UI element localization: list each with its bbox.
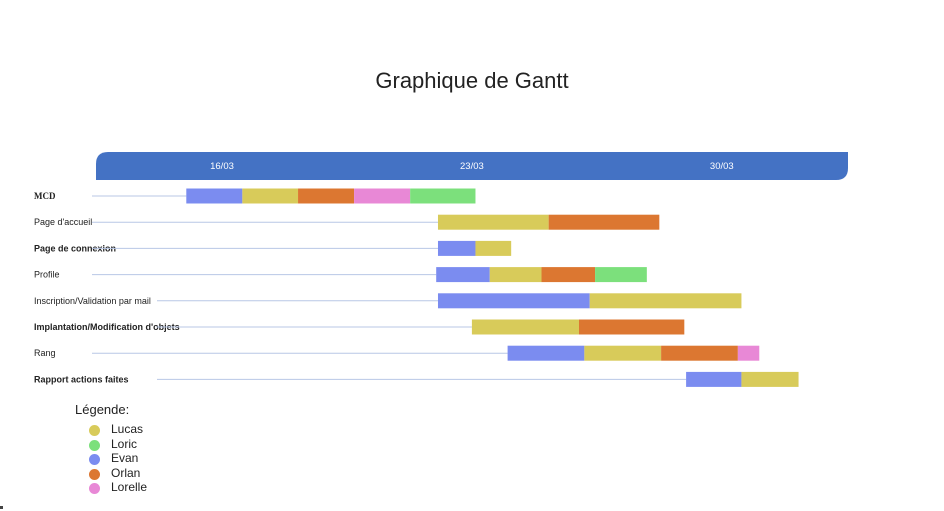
gantt-bar-segment [584,345,662,361]
gantt-bar-segment [471,319,579,335]
gantt-bar-segment [548,214,660,230]
corner-mark [0,506,3,509]
task-label: MCD [34,191,56,201]
task-row: MCD [34,188,476,204]
legend-item: Orlan [75,466,140,481]
gantt-bar-segment [242,188,299,204]
task-row: Rang [34,345,760,361]
legend-item: Lorelle [75,480,147,495]
task-rows: MCD Page d'accueil Page de connexion Profil… [34,188,799,387]
task-label: Page de connexion [34,243,116,253]
gantt-bar-segment [741,371,799,387]
gantt-bar-segment [489,267,542,283]
x-tick-label: 30/03 [710,161,734,172]
gantt-bar-segment [579,319,685,335]
legend: Légende: Lucas Loric Evan Orlan Lorelle [75,402,147,495]
gantt-bar-segment [437,240,476,256]
task-label: Inscription/Validation par mail [34,296,151,306]
legend-swatch [89,483,100,494]
legend-item: Evan [75,451,138,466]
task-row: Page d'accueil [34,214,660,230]
gantt-bar-segment [354,188,411,204]
legend-swatch [89,454,100,465]
task-row: Page de connexion [34,240,512,256]
gantt-bar-segment [595,267,647,283]
task-row: Profile [34,267,647,283]
chart-title: Graphique de Gantt [375,68,569,93]
legend-item: Loric [75,437,137,452]
gantt-bar-segment [186,188,243,204]
legend-label: Lucas [111,422,144,436]
task-row: Inscription/Validation par mail [34,293,742,309]
timeline-header: 16/03 23/03 30/03 [96,152,848,180]
legend-swatch [89,439,100,451]
gantt-bar-segment [437,293,590,309]
timeline-header-bar [96,152,848,180]
legend-label: Orlan [111,465,141,480]
gantt-bar-segment [686,371,742,387]
gantt-bar-segment [589,293,742,309]
legend-item: Lucas [75,422,143,437]
task-label: Rang [34,348,56,358]
gantt-bar-segment [436,267,490,283]
legend-label: Loric [111,436,138,451]
legend-label: Lorelle [111,480,148,494]
task-label: Profile [34,270,60,280]
gantt-bar-segment [410,188,476,204]
gantt-bar-segment [507,345,585,361]
gantt-bar-segment [298,188,355,204]
x-tick-label: 16/03 [210,161,234,172]
x-tick-label: 23/03 [460,161,484,172]
task-row: Rapport actions faites [34,371,799,387]
legend-items: Lucas Loric Evan Orlan Lorelle [75,422,147,495]
task-label: Rapport actions faites [34,374,129,384]
legend-swatch [89,468,100,480]
task-label: Implantation/Modification d'objets [34,322,180,332]
gantt-bar-segment [475,240,512,256]
legend-swatch [89,425,100,436]
task-row: Implantation/Modification d'objets [34,319,685,335]
gantt-bar-segment [737,345,760,361]
gantt-bar-segment [437,214,549,230]
task-label: Page d'accueil [34,217,92,227]
gantt-bar-segment [661,345,738,361]
gantt-bar-segment [541,267,596,283]
legend-title: Légende: [75,402,130,417]
legend-label: Evan [111,451,139,465]
